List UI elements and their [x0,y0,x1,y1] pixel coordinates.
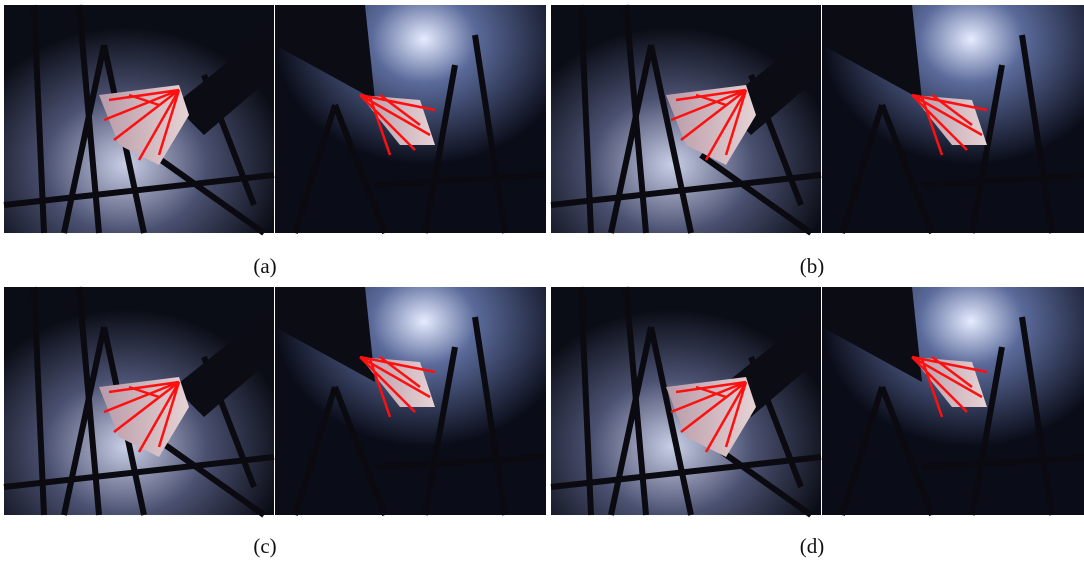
caption: (a) [253,254,276,278]
figure: (a) (b) (c) (d) [0,0,1084,562]
panel [551,287,1084,515]
caption: (b) [800,254,825,278]
panel [4,287,546,515]
panel [551,5,1084,233]
panel [4,5,546,233]
caption: (c) [253,534,276,558]
caption: (d) [800,534,825,558]
